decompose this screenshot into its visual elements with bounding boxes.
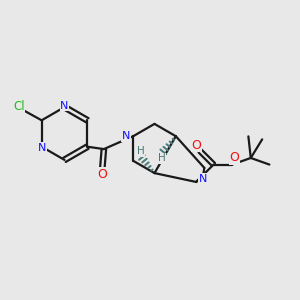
Text: N: N [60,100,69,111]
Text: Cl: Cl [13,100,25,113]
Text: H: H [136,146,144,156]
Text: H: H [158,153,166,164]
Text: O: O [98,168,107,181]
Text: N: N [199,174,207,184]
Text: O: O [230,152,239,164]
Text: O: O [191,139,201,152]
Text: N: N [38,143,46,153]
Text: N: N [122,131,130,141]
